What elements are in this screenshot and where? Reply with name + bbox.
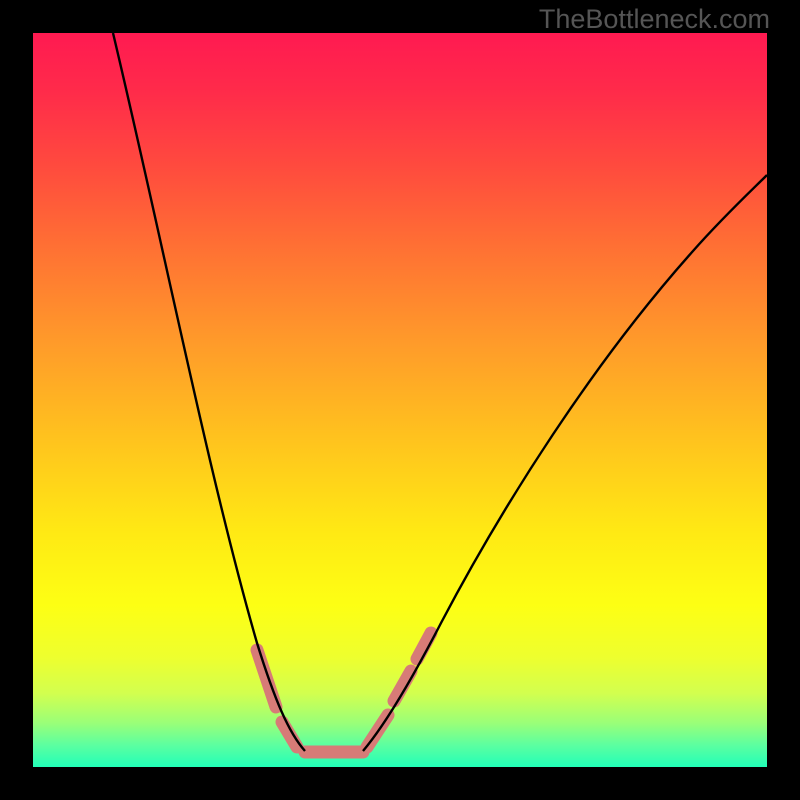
bottleneck-curve-chart bbox=[33, 33, 767, 767]
gradient-background bbox=[33, 33, 767, 767]
watermark-text: TheBottleneck.com bbox=[539, 4, 770, 35]
chart-frame bbox=[33, 33, 767, 767]
